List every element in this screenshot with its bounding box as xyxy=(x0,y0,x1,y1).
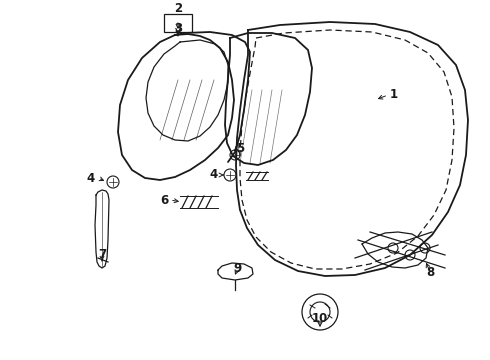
Text: 3: 3 xyxy=(174,22,182,35)
Text: 7: 7 xyxy=(98,248,106,261)
Bar xyxy=(164,14,192,32)
Text: 9: 9 xyxy=(233,261,241,274)
Text: 5: 5 xyxy=(236,141,244,154)
Text: 10: 10 xyxy=(312,311,328,324)
Text: 2: 2 xyxy=(174,1,182,14)
Text: 4: 4 xyxy=(210,168,218,181)
Text: 4: 4 xyxy=(87,171,95,184)
Text: 1: 1 xyxy=(390,89,398,102)
Text: 6: 6 xyxy=(160,194,168,207)
Text: 8: 8 xyxy=(426,266,434,279)
